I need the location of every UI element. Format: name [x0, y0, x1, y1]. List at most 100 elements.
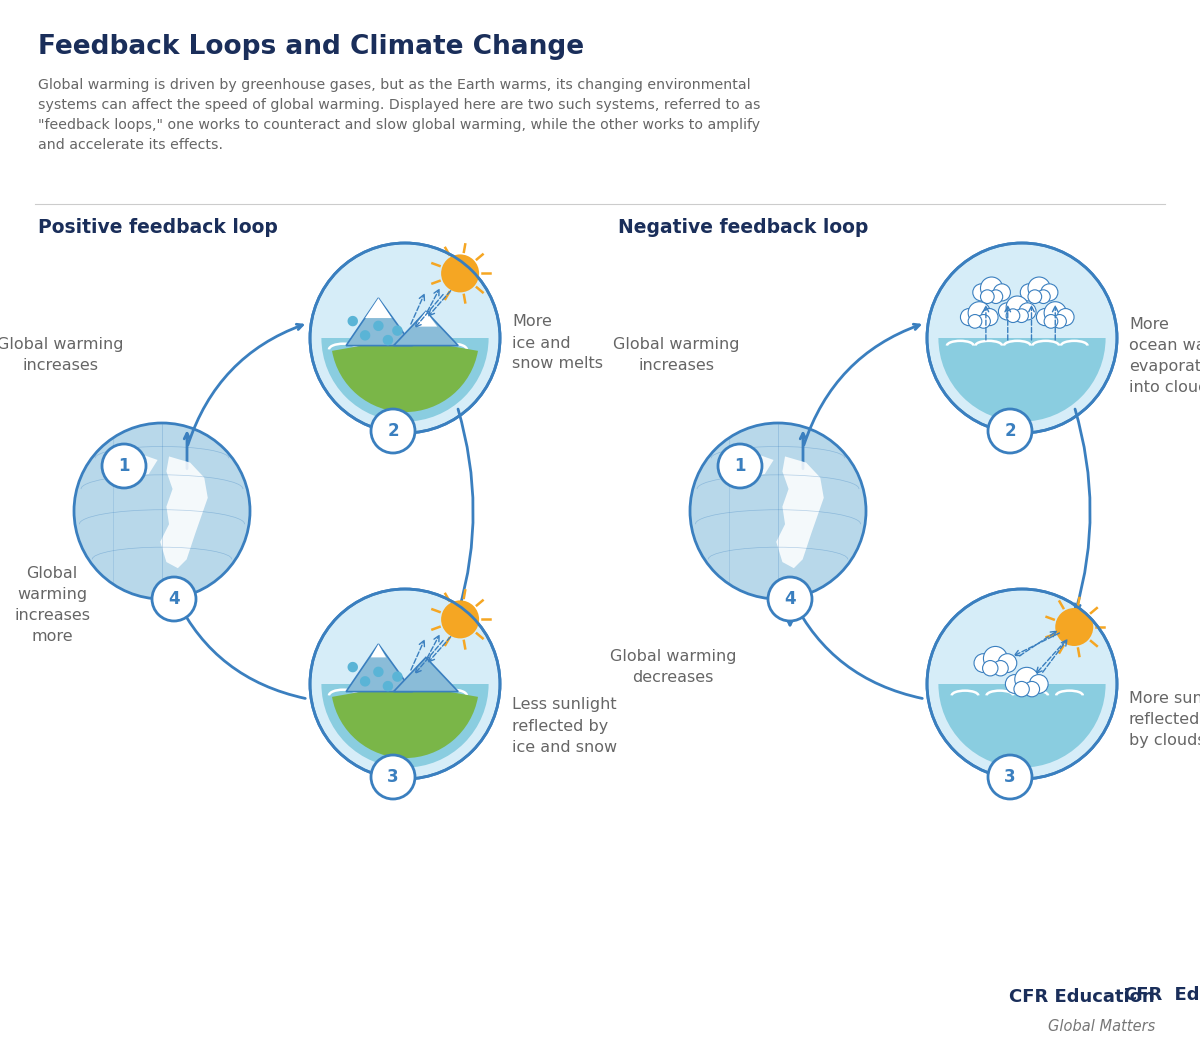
Circle shape	[1014, 681, 1030, 697]
Circle shape	[988, 755, 1032, 799]
Polygon shape	[383, 335, 394, 345]
Circle shape	[980, 289, 994, 303]
Circle shape	[1024, 681, 1039, 697]
Circle shape	[984, 646, 1007, 671]
Circle shape	[371, 755, 415, 799]
Circle shape	[928, 243, 1117, 433]
Circle shape	[992, 661, 1008, 676]
Text: Positive feedback loop: Positive feedback loop	[38, 218, 278, 237]
Text: Global
warming
increases
more: Global warming increases more	[14, 566, 90, 644]
Circle shape	[989, 289, 1003, 303]
Circle shape	[442, 254, 479, 293]
Text: Global warming
decreases: Global warming decreases	[610, 649, 737, 685]
Circle shape	[974, 654, 992, 673]
Circle shape	[928, 589, 1117, 779]
Polygon shape	[346, 644, 413, 692]
Wedge shape	[332, 338, 478, 412]
Circle shape	[1006, 308, 1020, 322]
Circle shape	[718, 444, 762, 488]
Circle shape	[994, 284, 1010, 301]
Circle shape	[977, 315, 990, 328]
Polygon shape	[118, 454, 157, 477]
Circle shape	[102, 444, 146, 488]
Wedge shape	[938, 338, 1105, 421]
Circle shape	[1020, 284, 1037, 301]
Circle shape	[1015, 667, 1039, 692]
Circle shape	[310, 243, 500, 433]
Polygon shape	[161, 456, 208, 568]
Text: 3: 3	[388, 768, 398, 786]
Polygon shape	[348, 662, 358, 673]
Circle shape	[1028, 277, 1050, 299]
Circle shape	[1057, 308, 1074, 325]
Circle shape	[998, 654, 1016, 673]
Polygon shape	[392, 672, 403, 682]
Text: Global warming is driven by greenhouse gases, but as the Earth warms, its changi: Global warming is driven by greenhouse g…	[38, 78, 761, 152]
Text: More
ice and
snow melts: More ice and snow melts	[512, 315, 604, 372]
Text: CFR: CFR	[1123, 986, 1162, 1004]
Circle shape	[1015, 308, 1028, 322]
Circle shape	[968, 302, 990, 324]
Polygon shape	[112, 447, 137, 485]
Circle shape	[1006, 296, 1028, 318]
Text: 1: 1	[119, 457, 130, 475]
Text: CFR Education: CFR Education	[1009, 988, 1154, 1006]
Polygon shape	[414, 312, 437, 326]
Text: Feedback Loops and Climate Change: Feedback Loops and Climate Change	[38, 34, 584, 60]
Text: 2: 2	[388, 422, 398, 440]
Text: 1: 1	[734, 457, 745, 475]
Text: Global warming
increases: Global warming increases	[0, 337, 124, 373]
Polygon shape	[394, 312, 458, 345]
Circle shape	[768, 577, 812, 621]
Text: 3: 3	[1004, 768, 1016, 786]
Polygon shape	[734, 454, 774, 477]
Circle shape	[960, 308, 978, 325]
Circle shape	[1037, 308, 1054, 325]
Circle shape	[988, 409, 1032, 453]
Wedge shape	[332, 684, 478, 758]
Circle shape	[442, 601, 479, 639]
Polygon shape	[776, 456, 823, 568]
Circle shape	[980, 277, 1003, 299]
Text: More
ocean water
evaporates
into clouds: More ocean water evaporates into clouds	[1129, 317, 1200, 395]
Circle shape	[152, 577, 196, 621]
Text: Global Matters: Global Matters	[1048, 1019, 1154, 1034]
Circle shape	[1037, 289, 1050, 303]
Circle shape	[1055, 608, 1093, 646]
Polygon shape	[365, 298, 391, 318]
Text: Negative feedback loop: Negative feedback loop	[618, 218, 869, 237]
Circle shape	[1044, 302, 1067, 324]
Polygon shape	[360, 331, 371, 340]
Circle shape	[1019, 303, 1036, 320]
Wedge shape	[938, 684, 1105, 768]
Polygon shape	[394, 658, 458, 692]
Circle shape	[1052, 315, 1067, 328]
Polygon shape	[392, 325, 403, 336]
Text: Less sunlight
reflected by
ice and snow: Less sunlight reflected by ice and snow	[512, 698, 617, 754]
Circle shape	[973, 284, 990, 301]
Circle shape	[74, 423, 250, 599]
Circle shape	[1044, 315, 1058, 328]
Circle shape	[998, 303, 1015, 320]
Wedge shape	[322, 684, 488, 768]
Circle shape	[968, 315, 982, 328]
Text: 2: 2	[1004, 422, 1016, 440]
Wedge shape	[322, 338, 488, 421]
Circle shape	[1006, 675, 1024, 694]
Text: 4: 4	[168, 590, 180, 608]
Circle shape	[1028, 289, 1042, 303]
Polygon shape	[371, 644, 386, 658]
Polygon shape	[727, 447, 752, 485]
Text: Global warming
increases: Global warming increases	[613, 337, 739, 373]
Text: 4: 4	[784, 590, 796, 608]
Polygon shape	[373, 666, 384, 677]
Circle shape	[371, 409, 415, 453]
Circle shape	[310, 589, 500, 779]
Circle shape	[690, 423, 866, 599]
Text: Education: Education	[1162, 986, 1200, 1004]
Polygon shape	[373, 321, 384, 331]
Polygon shape	[383, 681, 394, 692]
Polygon shape	[348, 316, 358, 326]
Circle shape	[1030, 675, 1048, 694]
Polygon shape	[360, 676, 371, 686]
